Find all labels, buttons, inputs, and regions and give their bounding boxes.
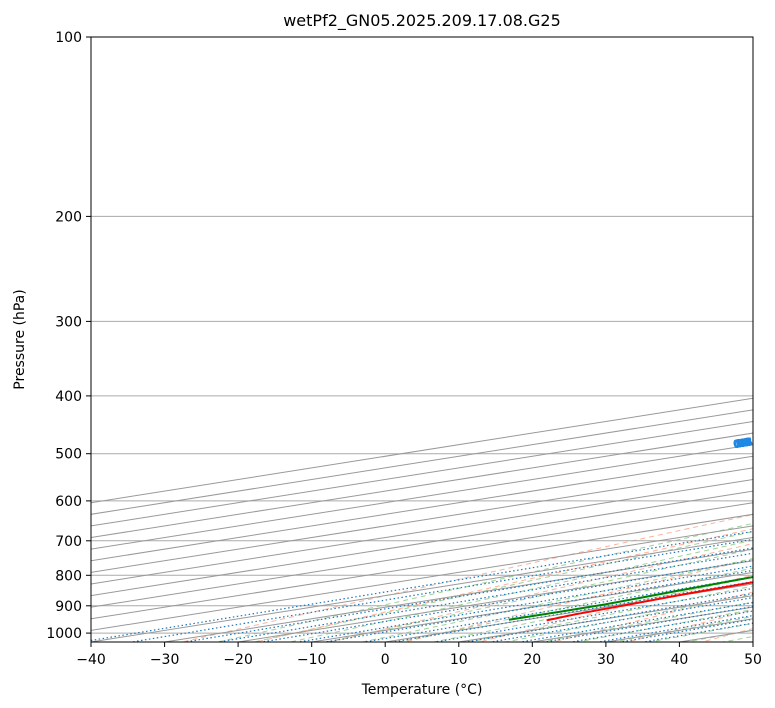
x-tick-label: 0 [381,652,390,668]
dry-adiabat-line [254,528,753,642]
mixing-ratio-line [617,618,753,642]
plot-area: -100-90-80-70-60-50-40-30-20-100.10.20.4… [91,37,775,646]
mixing-ratio-label: 25 [734,436,751,451]
moist-adiabat-line [574,608,753,642]
mixing-ratio-label: 8 [738,436,748,450]
mixing-ratio-lines [91,530,753,642]
isotherm-line [91,409,753,515]
y-tick-label: 400 [55,389,82,405]
chart-title: wetPf2_GN05.2025.209.17.08.G25 [283,11,561,31]
x-tick-label: −10 [297,652,327,668]
mixing-ratio-line [91,530,753,642]
moist-adiabat-line [610,616,753,642]
mixing-ratio-label: 1.5 [732,435,753,451]
x-tick-label: 30 [597,652,615,668]
isotherm-gridlines [91,397,753,642]
moist-adiabats [215,522,753,642]
isotherm-line [679,629,753,642]
mixing-ratio-label: 2 [738,436,748,450]
y-tick-label: 900 [55,599,82,615]
isotherm-line [91,478,753,585]
mixing-ratio-label: 0.1 [732,435,753,451]
temperature-profile-line [546,581,753,622]
mixing-ratio-label: 16 [734,436,751,451]
mixing-ratio-line [258,559,753,642]
mixing-ratio-label: 6 [738,436,748,450]
isotherm-line [91,513,753,620]
isotherm-line [91,490,753,597]
isotherm-line [91,467,753,573]
plot-frame [90,36,754,643]
x-tick-label: −40 [76,652,106,668]
dry-adiabat-line [402,558,753,642]
x-tick-label: −20 [223,652,253,668]
y-tick-label: 700 [55,534,82,550]
dry-adiabat-line [477,574,753,642]
x-tick-label: 40 [670,652,688,668]
isotherm-line [91,444,753,550]
mixing-ratio-line [294,565,753,642]
isobar-gridlines [91,37,753,634]
y-axis-ticks: 100 200 300 400 500 600 700 800 900 1000 [46,30,91,642]
x-axis-label: Temperature (°C) [361,682,483,698]
isotherm-line [605,618,753,642]
y-tick-label: 1000 [46,626,82,642]
mixing-ratio-label: 4 [738,436,748,450]
moist-adiabat-line [395,567,753,642]
y-tick-label: 500 [55,447,82,463]
mixing-ratio-line [321,569,753,642]
x-tick-label: 20 [523,652,541,668]
x-tick-label: −30 [150,652,180,668]
isotherm-line [238,560,753,642]
x-axis-ticks: −40 −30 −20 −10 0 10 20 30 40 50 [76,642,762,668]
isotherm-line [91,537,753,642]
y-tick-label: 200 [55,209,82,225]
y-tick-label: 300 [55,314,82,330]
y-axis-label: Pressure (hPa) [12,289,28,389]
isotherm-line [91,397,753,504]
mixing-ratio-label: 10 [734,436,751,451]
moist-adiabat-line [287,539,753,642]
mixing-ratio-label: 0.4 [732,435,754,451]
isotherm-line [91,432,753,539]
dry-adiabat-line [179,514,753,642]
mixing-ratio-label: 3 [738,436,748,450]
y-tick-label: 800 [55,568,82,584]
mixing-ratio-label: 30 [734,436,751,451]
isotherm-line [311,571,753,642]
mixing-ratio-label: 36 [734,436,751,451]
mixing-ratio-label: 0.6 [732,435,754,451]
dry-adiabat-line [700,628,753,642]
moist-adiabat-line [324,548,753,642]
mixing-ratio-label: 13 [734,436,751,451]
mixing-ratio-label: 0.2 [732,435,753,451]
isotherm-line [91,420,753,527]
moist-adiabat-line [538,601,753,642]
y-tick-label: 600 [55,494,82,510]
y-tick-label: 100 [55,30,82,46]
isotherm-line [91,455,753,562]
isotherm-line [91,525,753,631]
mixing-ratio-line [214,552,753,642]
mixing-ratio-label: 20 [734,436,751,451]
x-tick-label: 10 [450,652,468,668]
dry-adiabat-line [763,37,775,646]
moist-adiabat-line [502,593,753,642]
dry-adiabat-line [328,543,753,642]
guide-line-labels: -100-90-80-70-60-50-40-30-20-100.10.20.4… [732,435,754,451]
isotherm-line [91,502,753,608]
mixing-ratio-line [360,576,753,642]
moist-adiabat-line [251,531,753,642]
mixing-ratio-line [431,587,753,642]
isotherm-line [752,641,753,642]
x-tick-label: 50 [744,652,762,668]
isotherm-line [458,595,753,642]
isotherm-line [164,548,753,642]
mixing-ratio-label: 1 [738,436,748,450]
moist-adiabat-line [359,557,753,642]
dry-adiabats [179,37,775,646]
